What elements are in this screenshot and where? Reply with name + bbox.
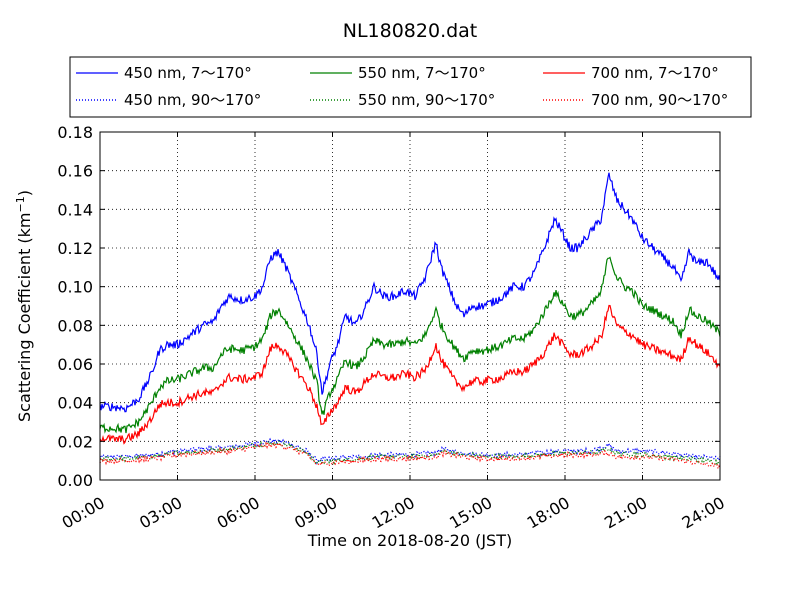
y-tick-labels: 0.00 0.02 0.04 0.06 0.08 0.10 0.12 0.14 0.16 0.18 [57, 123, 93, 490]
y-tick-label: 0.00 [57, 471, 93, 490]
x-tick-label: 15:00 [446, 493, 495, 533]
y-tick-label: 0.06 [57, 355, 93, 374]
y-tick-label: 0.12 [57, 239, 93, 258]
legend-item-700-nm-90-170: 700 nm, 90～170° [543, 91, 728, 109]
y-tick-label: 0.04 [57, 394, 93, 413]
grid [100, 132, 720, 480]
legend-label: 550 nm, 7～170° [358, 64, 486, 82]
x-tick-label: 06:00 [214, 493, 263, 533]
x-tick-label: 03:00 [136, 493, 185, 533]
x-tick-label: 12:00 [369, 493, 418, 533]
legend-box [69, 56, 752, 118]
legend-label: 550 nm, 90～170° [358, 91, 495, 109]
legend-label: 450 nm, 7～170° [124, 64, 252, 82]
legend-label: 700 nm, 7～170° [591, 64, 719, 82]
y-tick-label: 0.16 [57, 162, 93, 181]
x-tick-label: 09:00 [291, 493, 340, 533]
x-tick-label: 21:00 [601, 493, 650, 533]
legend-item-550-nm-7-170: 550 nm, 7～170° [310, 64, 486, 82]
x-tick-label: 24:00 [679, 493, 728, 533]
x-axis-title: Time on 2018-08-20 (JST) [307, 531, 512, 550]
series-700-nm-7-170-line [99, 304, 721, 445]
y-tick-label: 0.10 [57, 278, 93, 297]
y-tick-label: 0.18 [57, 123, 93, 142]
legend-item-450-nm-7-170: 450 nm, 7～170° [76, 64, 252, 82]
ticks [99, 131, 721, 481]
x-tick-label: 00:00 [59, 493, 108, 533]
y-tick-label: 0.14 [57, 200, 93, 219]
y-tick-label: 0.08 [57, 316, 93, 335]
series-550-nm-90-170-line [99, 440, 721, 466]
legend-label: 700 nm, 90～170° [591, 91, 728, 109]
legend-item-550-nm-90-170: 550 nm, 90～170° [310, 91, 495, 109]
legend-item-700-nm-7-170: 700 nm, 7～170° [543, 64, 719, 82]
y-axis-title-close: ) [15, 190, 34, 196]
series-700-nm-90-170-line [99, 440, 721, 471]
series-450-nm-7-170-line [99, 172, 721, 413]
legend-item-450-nm-90-170: 450 nm, 90～170° [76, 91, 261, 109]
chart-title: NL180820.dat [343, 20, 478, 42]
legend-label: 450 nm, 90～170° [124, 91, 261, 109]
y-axis-title-exponent: −1 [14, 196, 27, 212]
y-axis-title-main: Scattering Coefficient (km [15, 212, 34, 422]
series-layer [99, 172, 721, 471]
y-tick-label: 0.02 [57, 432, 93, 451]
x-tick-labels: 00:00 03:00 06:00 09:00 12:00 15:00 18:00 21:00… [59, 493, 728, 533]
x-tick-label: 18:00 [524, 493, 573, 533]
y-axis-title: Scattering Coefficient (km−1) [14, 190, 34, 422]
legend: 450 nm, 7～170° 450 nm, 90～170° 550 nm, 7～1… [69, 56, 752, 118]
series-550-nm-7-170-line [99, 256, 721, 434]
